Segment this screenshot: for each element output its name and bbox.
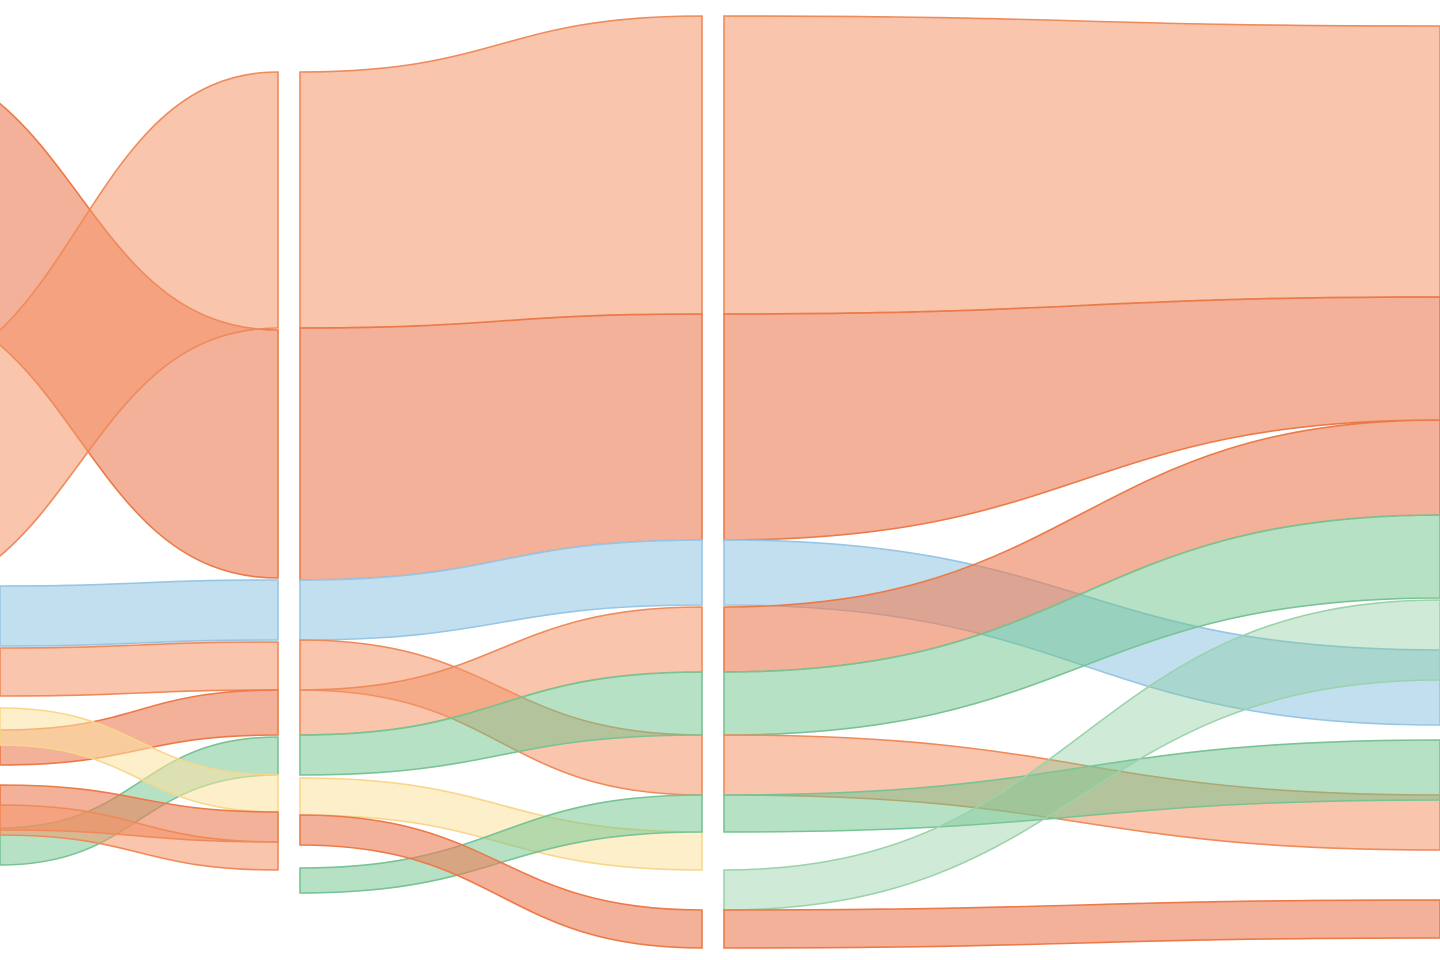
flow-ribbon xyxy=(0,579,279,647)
flow-ribbon xyxy=(0,71,279,557)
flow-ribbon xyxy=(299,313,703,581)
flow-ribbon xyxy=(723,599,1440,911)
flow-ribbon xyxy=(723,514,1440,736)
flow-ribbon xyxy=(723,15,1440,315)
flow-ribbon xyxy=(299,671,703,776)
flow-ribbon xyxy=(723,899,1440,949)
flow-ribbon xyxy=(299,15,703,329)
flow-ribbon xyxy=(299,777,703,871)
flow-ribbon xyxy=(299,539,703,641)
flow-ribbon xyxy=(0,641,279,697)
flow-ribbon xyxy=(723,739,1440,833)
flow-ribbon xyxy=(0,804,279,871)
flow-ribbon xyxy=(299,814,703,949)
